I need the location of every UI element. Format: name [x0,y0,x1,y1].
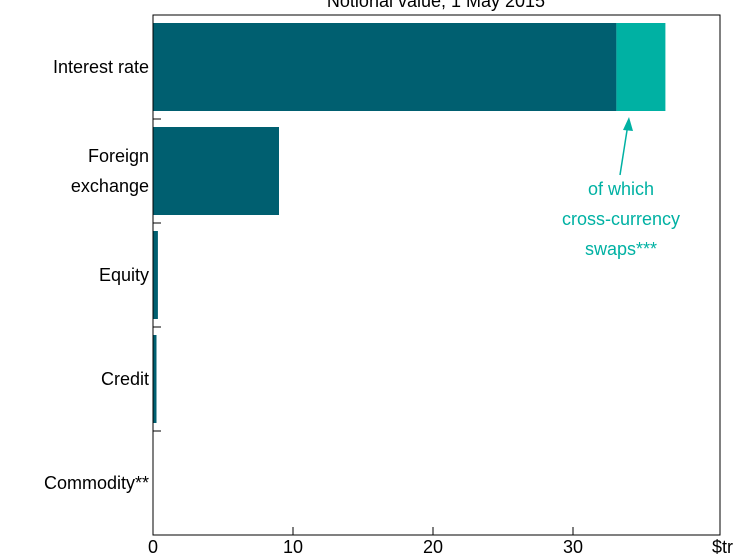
x-tick-label: 0 [148,537,158,557]
bar-segment [616,23,666,111]
annotation-arrowhead [623,117,633,131]
bar-segment [153,335,157,423]
chart-title: Notional value, 1 May 2015 [327,0,545,11]
bar-segment [153,127,279,215]
y-tick-label: Commodity** [43,473,149,493]
annotation-arrow [619,123,629,176]
plot-frame [152,14,721,536]
x-tick-label: 20 [423,537,443,557]
x-tick-label: 10 [283,537,303,557]
annotation: cross-currency [562,209,680,229]
annotation: of which [588,179,654,199]
x-tick-label: 30 [563,537,583,557]
bar-segment [153,23,617,111]
y-tick-label: Foreign exchange [70,146,149,196]
x-tick-label: $tr [712,537,733,557]
bar-segment [153,231,158,319]
y-tick-label: Credit [100,369,149,389]
y-tick-label: Interest rate [52,57,149,77]
y-tick-label: Equity [98,265,149,285]
annotation: swaps*** [585,239,657,259]
